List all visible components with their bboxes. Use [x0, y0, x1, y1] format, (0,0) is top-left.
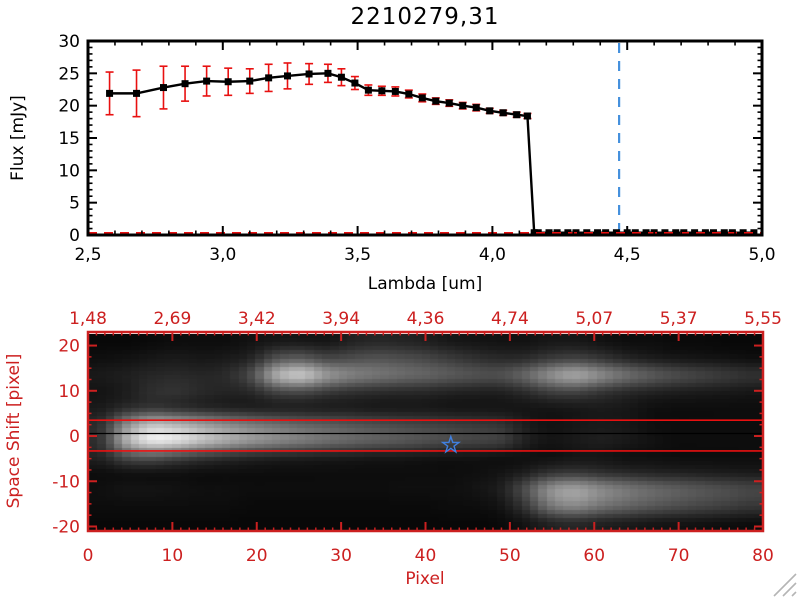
resize-grip-line — [791, 591, 797, 597]
heatmap-panel: 0 1,48 10 2,69 20 3,42 30 3,94 40 4,36 50 4,74 60 5,0… — [52, 309, 782, 566]
tick-label: 5,07 — [575, 309, 613, 329]
pixel-axis-label: Pixel — [405, 569, 445, 589]
spectrum-ticks — [87, 40, 763, 236]
tick-label: 1,48 — [69, 309, 107, 329]
tick-label: 20 — [58, 97, 80, 117]
tick-label: 5,0 — [748, 245, 775, 265]
tick-label: 25 — [58, 64, 80, 84]
tick-label: 15 — [58, 129, 80, 149]
star-marker — [440, 434, 461, 454]
tick-label: -10 — [52, 472, 80, 492]
tick-label: 3,42 — [238, 309, 276, 329]
space-shift-axis-label: Space Shift [pixel] — [4, 353, 24, 509]
error-bars — [105, 62, 532, 120]
tick-label: 3,94 — [322, 309, 360, 329]
tick-label: 10 — [162, 546, 184, 566]
tick-label: 2,69 — [153, 309, 191, 329]
tick-label: -20 — [52, 517, 80, 537]
plot-title: 2210279,31 — [350, 4, 500, 30]
spectrum-panel: 2,5 3,0 3,5 4,0 4,5 5,0 0 5 10 15 20 25 30 — [58, 32, 775, 265]
tick-label: 5,37 — [660, 309, 698, 329]
tick-label: 4,0 — [479, 245, 506, 265]
resize-grip-icon[interactable] — [770, 570, 798, 598]
tick-label: 5 — [69, 194, 80, 214]
heatmap-ticks — [87, 332, 764, 531]
flux-axis-label: Flux [mJy] — [8, 95, 28, 181]
tick-label: 3,0 — [209, 245, 236, 265]
tick-label: 4,5 — [614, 245, 641, 265]
tick-label: 2,5 — [74, 245, 101, 265]
tick-label: 0 — [69, 226, 80, 246]
tick-label: 70 — [668, 546, 690, 566]
tick-label: 5,55 — [744, 309, 782, 329]
tick-label: 10 — [58, 161, 80, 181]
tick-label: 30 — [330, 546, 352, 566]
lambda-axis-label: Lambda [um] — [367, 274, 483, 294]
resize-grip-line — [773, 573, 797, 597]
spectrum-markers — [106, 69, 758, 237]
tick-label: 10 — [58, 382, 80, 402]
tick-label: 80 — [752, 546, 774, 566]
tick-label: 4,36 — [407, 309, 445, 329]
tick-label: 20 — [246, 546, 268, 566]
spectrum-line — [109, 72, 754, 234]
tick-label: 4,74 — [491, 309, 529, 329]
tick-label: 50 — [499, 546, 521, 566]
tick-label: 0 — [83, 546, 94, 566]
tick-label: 0 — [69, 427, 80, 447]
spectrum-frame — [86, 39, 764, 237]
spectral-image — [89, 334, 763, 530]
tick-label: 20 — [58, 337, 80, 357]
tick-label: 3,5 — [344, 245, 371, 265]
tick-label: 60 — [583, 546, 605, 566]
resize-grip-line — [782, 582, 797, 597]
tick-label: 40 — [415, 546, 437, 566]
heatmap-frame — [86, 330, 765, 533]
tick-label: 30 — [58, 32, 80, 52]
